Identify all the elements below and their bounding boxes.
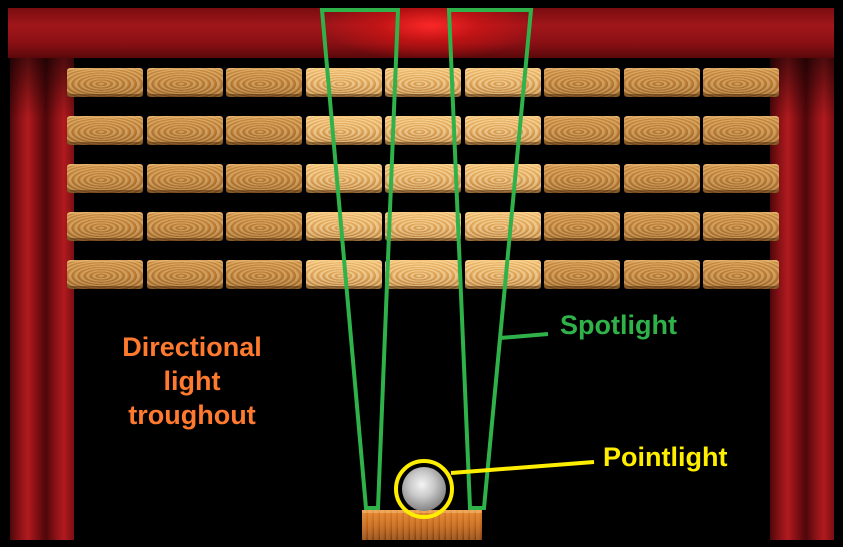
metal-sphere — [402, 467, 446, 511]
directional-light-label: Directional light troughout — [100, 330, 284, 432]
wood-plank — [226, 116, 302, 145]
wood-plank — [305, 116, 382, 145]
wood-plank — [544, 164, 620, 193]
wood-plank — [544, 212, 620, 241]
wood-plank — [226, 260, 302, 289]
wood-plank — [385, 164, 461, 193]
wood-plank — [305, 68, 382, 97]
wood-plank — [67, 260, 143, 289]
wood-plank — [544, 260, 620, 289]
wood-plank — [385, 116, 461, 145]
wood-plank — [305, 164, 382, 193]
left-curtain — [10, 58, 74, 540]
directional-label-line-1: Directional — [122, 332, 262, 362]
wood-plank — [146, 212, 223, 241]
wood-plank — [67, 212, 143, 241]
wood-plank — [464, 260, 541, 289]
wood-plank — [703, 164, 779, 193]
spotlight-cone-left — [319, 8, 401, 510]
wood-plank — [226, 68, 302, 97]
wood-plank — [703, 68, 779, 97]
wood-plank — [623, 212, 700, 241]
wood-plank — [623, 164, 700, 193]
spotlight-leader-line — [499, 332, 549, 340]
wood-plank — [146, 260, 223, 289]
wood-plank — [146, 164, 223, 193]
wood-plank — [703, 212, 779, 241]
directional-label-line-3: troughout — [128, 400, 256, 430]
wood-plank — [464, 68, 541, 97]
wood-plank — [226, 212, 302, 241]
wood-plank — [703, 260, 779, 289]
wood-plank — [464, 116, 541, 145]
wood-plank — [623, 68, 700, 97]
wood-plank — [544, 68, 620, 97]
wood-plank — [703, 116, 779, 145]
directional-label-line-2: light — [163, 366, 221, 396]
wood-plank — [464, 212, 541, 241]
wood-plank — [385, 212, 461, 241]
wood-plank — [385, 68, 461, 97]
spotlight-cone-right — [446, 8, 534, 510]
wood-plank — [623, 260, 700, 289]
pointlight-label: Pointlight — [603, 442, 728, 472]
wood-plank — [623, 116, 700, 145]
right-curtain — [770, 58, 834, 540]
wood-plank — [146, 68, 223, 97]
wood-plank — [146, 116, 223, 145]
wood-plank — [67, 68, 143, 97]
wood-plank — [226, 164, 302, 193]
spotlight-label: Spotlight — [560, 310, 677, 340]
wood-plank — [67, 116, 143, 145]
spotlight-glow — [330, 8, 530, 58]
pointlight-circle — [394, 459, 454, 519]
pointlight-leader-line — [450, 460, 595, 475]
wood-plank — [544, 116, 620, 145]
wood-plank — [464, 164, 541, 193]
wood-plank — [385, 260, 461, 289]
wood-plank — [67, 164, 143, 193]
